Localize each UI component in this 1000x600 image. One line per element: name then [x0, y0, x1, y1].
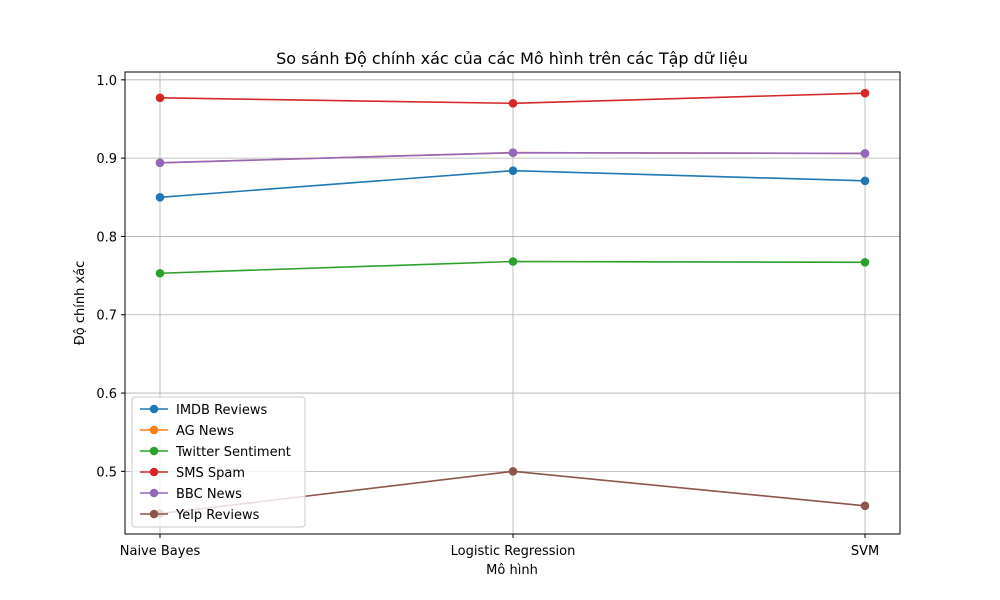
series-0-point [155, 192, 165, 202]
y-tick-label: 0.5 [96, 465, 117, 480]
y-tick-label: 0.8 [96, 230, 117, 245]
series-5-point [508, 467, 518, 476]
series-4-point [155, 158, 165, 168]
legend-swatch-marker [149, 425, 159, 435]
legend-swatch-marker [149, 467, 159, 477]
legend-entry-label: AG News [176, 424, 234, 439]
legend-box [131, 396, 306, 528]
legend-swatch-marker [149, 488, 159, 498]
legend-entry-label: IMDB Reviews [176, 403, 267, 418]
grid-layer [125, 72, 900, 534]
legend-entry-label: Twitter Sentiment [175, 445, 291, 460]
tick-layer: Naive Bayes Logistic Regression SVM 0.5 0.6 0… [96, 74, 879, 559]
y-tick-label: 1.0 [96, 74, 117, 89]
y-tick-label: 0.7 [96, 309, 117, 324]
legend-entry-label: Yelp Reviews [175, 508, 260, 523]
x-axis-label: Mô hình [486, 563, 538, 578]
series-3-point [155, 93, 165, 103]
x-tick-label: Naive Bayes [120, 544, 201, 559]
series-0-point [860, 176, 870, 186]
legend-swatch-marker [149, 404, 159, 414]
series-3-point [508, 99, 518, 108]
legend-entry-label: SMS Spam [176, 466, 245, 481]
series-0-point [508, 166, 518, 175]
series-5-point [860, 501, 870, 511]
series-2-point [508, 257, 518, 266]
x-tick-label: Logistic Regression [451, 544, 576, 559]
legend-swatch-marker [149, 446, 159, 456]
series-2-point [155, 268, 165, 278]
legend: IMDB Reviews AG News Twitter Sentiment SMS … [131, 396, 306, 528]
series-2-point [860, 257, 870, 267]
chart-title: So sánh Độ chính xác của các Mô hình trê… [276, 49, 748, 68]
series-4-point [860, 149, 870, 158]
series-3-point [860, 88, 870, 98]
y-tick-label: 0.6 [96, 387, 117, 402]
x-tick-label: SVM [851, 544, 879, 559]
series-4-point [508, 148, 518, 157]
y-tick-label: 0.9 [96, 152, 117, 167]
legend-swatch-marker [149, 509, 159, 519]
legend-entry-label: BBC News [176, 487, 242, 502]
y-axis-label: Độ chính xác [73, 261, 88, 346]
